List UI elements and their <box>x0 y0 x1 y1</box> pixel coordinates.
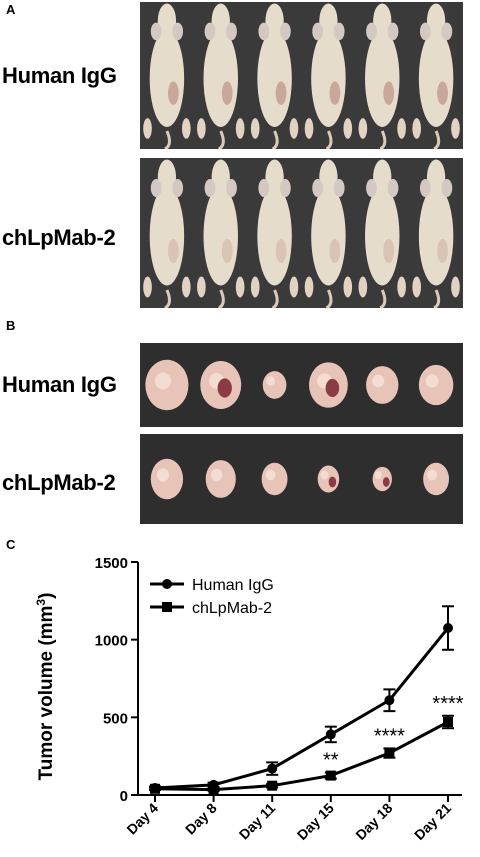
y-tick-label: 1000 <box>95 633 128 650</box>
panel-b-photo-chlpmab2 <box>140 434 463 524</box>
mouse <box>304 3 353 149</box>
mouse <box>358 3 406 149</box>
significance-label: **** <box>432 693 463 715</box>
series-square <box>149 714 454 795</box>
tumor <box>366 366 399 404</box>
tumor <box>423 462 450 496</box>
series-circle <box>149 605 454 794</box>
tumors-human-igg <box>145 359 454 411</box>
tumor <box>145 359 189 411</box>
tumor <box>150 458 184 500</box>
tumor <box>418 364 454 406</box>
series-line <box>154 720 449 792</box>
data-point <box>443 623 453 634</box>
data-point <box>325 770 336 781</box>
mouse <box>412 3 460 149</box>
chart-axes <box>137 562 462 796</box>
significance-label: **** <box>374 725 405 747</box>
mouse <box>250 3 299 149</box>
tumor <box>261 462 288 496</box>
mouse <box>412 159 460 308</box>
mouse <box>197 159 245 308</box>
series-group <box>149 605 454 795</box>
tumors-chlpmab2 <box>150 458 450 500</box>
tumor <box>205 460 236 498</box>
legend-item: Human IgG <box>150 577 274 594</box>
data-point <box>150 783 160 794</box>
mouse <box>304 159 353 308</box>
panel-c-letter: C <box>6 537 16 552</box>
x-tick-label: Day 8 <box>182 800 220 838</box>
y-tick-label: 500 <box>103 710 128 727</box>
mouse <box>143 3 191 149</box>
x-tick-label: Day 15 <box>294 800 337 843</box>
panel-b-row2-label: chLpMab-2 <box>2 470 116 495</box>
legend-label: chLpMab-2 <box>192 600 272 617</box>
tumor-volume-chart: 0 500 1000 1500 Day 4 Day 8 Day 11 Day 15 Day 1… <box>34 555 464 843</box>
tumor <box>200 361 242 409</box>
y-axis-label-main: Tumor volume (mm <box>36 606 57 781</box>
mice-group-human-igg <box>143 3 460 149</box>
data-point <box>208 784 219 795</box>
data-point <box>384 695 395 706</box>
y-axis-label: Tumor volume (mm3) <box>34 593 57 781</box>
panel-b-photo-human-igg <box>140 343 463 427</box>
data-point <box>267 763 278 774</box>
x-tick-label: Day 4 <box>123 800 161 838</box>
panel-b-row1-label: Human IgG <box>2 372 117 397</box>
data-point <box>267 780 278 791</box>
mice-group-chlpmab2 <box>143 159 460 308</box>
mouse <box>197 3 245 149</box>
mouse <box>250 159 299 308</box>
tumor <box>262 371 287 399</box>
tumor <box>309 362 348 408</box>
panel-a-letter: A <box>6 2 16 17</box>
mouse <box>358 159 406 308</box>
legend: Human IgG chLpMab-2 <box>150 577 274 617</box>
y-axis-label-sup: 3 <box>34 599 48 606</box>
tumor <box>317 465 340 493</box>
legend-marker <box>162 602 172 612</box>
x-tick-label: Day 11 <box>236 800 279 843</box>
y-ticks: 0 500 1000 1500 <box>95 555 138 805</box>
panel-a-row2-label: chLpMab-2 <box>2 225 116 250</box>
y-tick-label: 0 <box>120 788 128 805</box>
significance-annotations: ********** <box>323 693 464 772</box>
panel-a-photo-chlpmab2 <box>140 158 463 308</box>
data-point <box>384 748 395 759</box>
series-line <box>154 627 450 790</box>
panel-a-row1-label: Human IgG <box>2 63 117 88</box>
data-point <box>325 729 336 740</box>
data-point <box>443 716 453 727</box>
panel-b-letter: B <box>6 318 16 333</box>
x-tick-label: Day 21 <box>411 800 454 843</box>
legend-label: Human IgG <box>192 577 274 594</box>
y-tick-label: 1500 <box>95 555 128 572</box>
legend-item: chLpMab-2 <box>150 600 272 617</box>
y-axis-label-close: ) <box>36 593 57 599</box>
x-ticks: Day 4 Day 8 Day 11 Day 15 Day 18 Day 21 <box>123 795 454 843</box>
mouse <box>143 159 191 308</box>
legend-marker <box>162 579 172 589</box>
tumor <box>372 466 392 492</box>
significance-label: ** <box>323 749 339 771</box>
x-tick-label: Day 18 <box>352 800 395 843</box>
panel-a-photo-human-igg <box>140 2 463 149</box>
